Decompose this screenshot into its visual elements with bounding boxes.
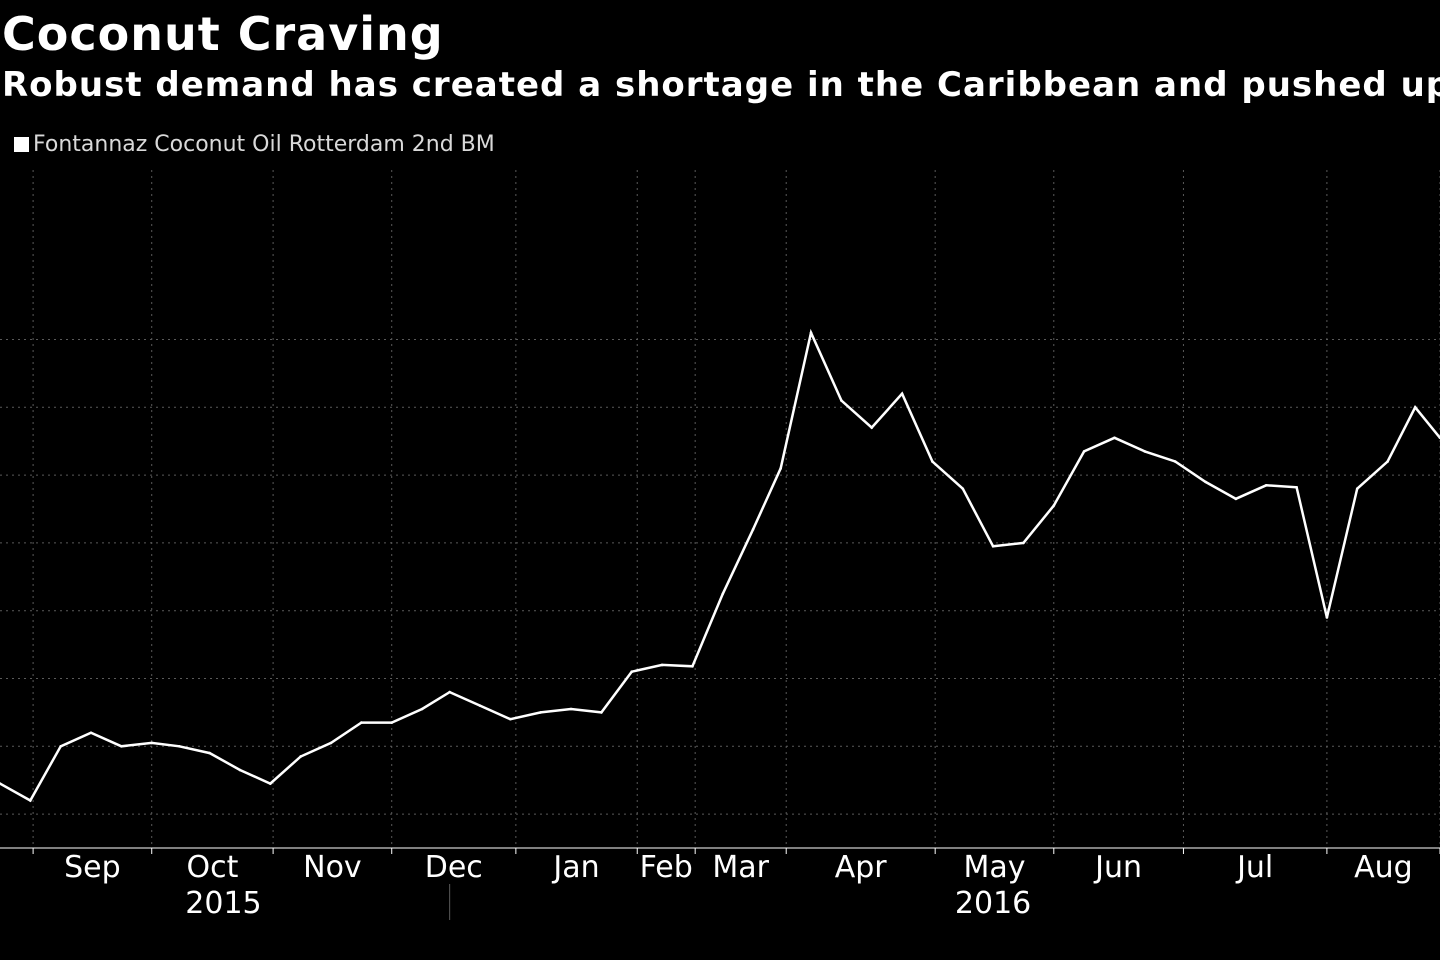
x-tick-label: Nov xyxy=(303,850,362,885)
data-point xyxy=(448,690,451,694)
data-point xyxy=(269,782,272,785)
data-point xyxy=(1022,541,1025,545)
x-tick-label: Feb xyxy=(640,850,693,885)
data-point xyxy=(691,664,694,668)
data-point xyxy=(178,745,181,748)
legend-swatch xyxy=(14,136,29,152)
series-layer xyxy=(0,328,1440,803)
series-line xyxy=(0,328,1440,803)
data-point xyxy=(1386,460,1389,463)
data-point xyxy=(721,592,725,596)
data-point xyxy=(840,399,843,402)
data-point xyxy=(1355,487,1359,490)
data-point xyxy=(29,799,32,802)
data-point xyxy=(478,704,482,707)
x-tick-label: May xyxy=(963,850,1025,885)
data-point xyxy=(870,426,874,429)
data-point xyxy=(1204,480,1207,484)
data-point xyxy=(900,392,904,396)
data-point xyxy=(1052,504,1056,507)
data-point xyxy=(1264,483,1268,487)
chart-subtitle: Robust demand has created a shortage in … xyxy=(2,65,1440,105)
data-point xyxy=(420,707,424,711)
data-point xyxy=(539,711,542,714)
data-point xyxy=(1295,486,1298,489)
x-tick-label: Oct xyxy=(186,850,238,885)
data-point xyxy=(208,751,211,755)
year-label: 2016 xyxy=(955,886,1031,921)
year-label: 2015 xyxy=(185,886,261,921)
data-point xyxy=(329,741,333,745)
legend: Fontannaz Coconut Oil Rotterdam 2nd BM xyxy=(14,130,495,158)
data-point xyxy=(1113,436,1116,440)
data-point xyxy=(1325,616,1329,619)
legend-label: Fontannaz Coconut Oil Rotterdam 2nd BM xyxy=(33,131,495,157)
data-point xyxy=(660,663,664,667)
grid xyxy=(0,170,1440,848)
data-point xyxy=(238,768,242,772)
x-tick-label: Sep xyxy=(64,850,121,885)
data-point xyxy=(150,741,154,745)
data-point xyxy=(991,544,995,548)
x-tick-label: Aug xyxy=(1354,850,1413,885)
data-point xyxy=(299,755,302,758)
data-point xyxy=(1082,450,1086,453)
chart-title: Coconut Craving xyxy=(2,7,444,61)
data-point xyxy=(779,467,782,470)
data-point xyxy=(569,707,573,711)
x-tick-label: Apr xyxy=(835,850,888,885)
x-axis: Sep Oct Nov Dec Jan Feb Mar Apr May Jun Jul Aug 2015… xyxy=(0,847,1440,921)
data-point xyxy=(931,460,934,463)
data-point xyxy=(1173,460,1177,463)
x-tick-label: Mar xyxy=(712,850,769,885)
data-point xyxy=(961,487,965,490)
data-point xyxy=(630,670,634,674)
data-point xyxy=(89,731,93,735)
data-point xyxy=(0,782,2,785)
data-point xyxy=(809,331,813,335)
data-point xyxy=(59,745,62,748)
data-point xyxy=(600,711,603,714)
data-point xyxy=(509,717,512,721)
data-point xyxy=(1413,406,1417,409)
data-point xyxy=(120,745,123,748)
data-point xyxy=(1143,450,1147,453)
data-point xyxy=(390,721,394,724)
data-point xyxy=(751,528,755,531)
x-tick-label: Dec xyxy=(425,850,483,885)
x-tick-label: Jun xyxy=(1093,850,1142,885)
x-tick-label: Jan xyxy=(551,850,599,885)
data-point xyxy=(1234,497,1238,501)
x-tick-label: Jul xyxy=(1235,850,1273,885)
data-point xyxy=(360,721,363,724)
